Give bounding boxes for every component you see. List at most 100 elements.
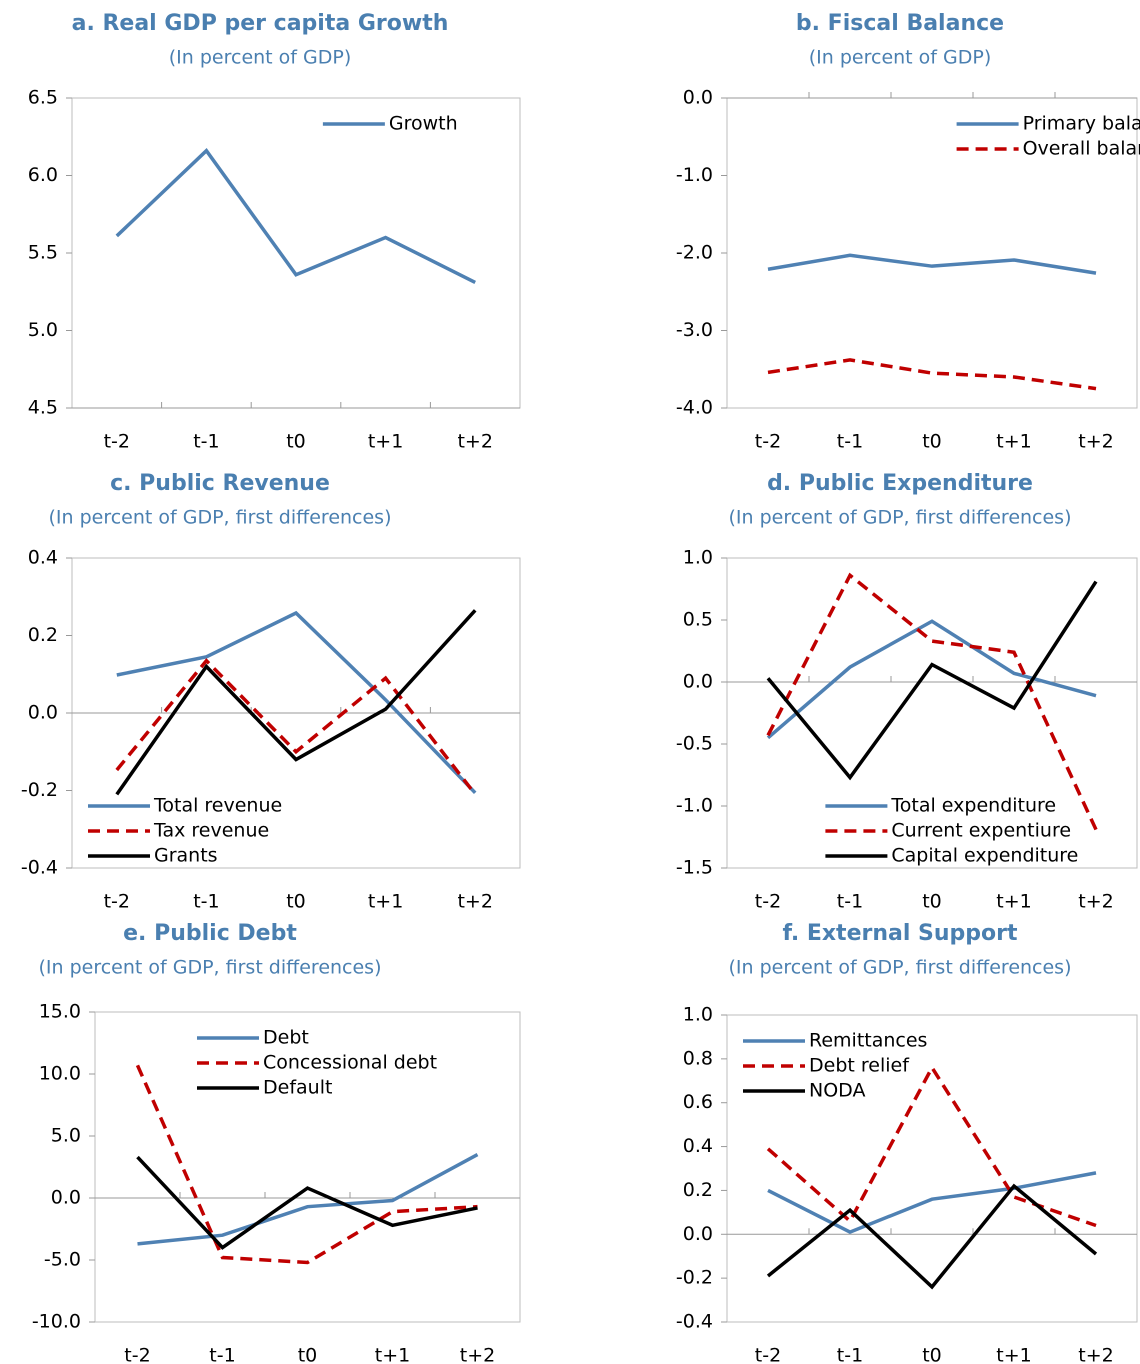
- y-tick-label: 1.0: [683, 547, 713, 569]
- chart-title: b. Fiscal Balance: [796, 11, 1004, 36]
- y-tick-label: 5.0: [28, 319, 58, 341]
- x-tick-label: t+1: [996, 431, 1031, 453]
- series-line: [136, 1155, 478, 1250]
- x-tick-label: t-2: [104, 891, 130, 913]
- y-tick-label: 0.2: [28, 624, 58, 646]
- y-tick-label: 0.0: [683, 671, 713, 693]
- series-line: [766, 580, 1098, 781]
- series-line: [767, 358, 1097, 391]
- x-tick-label: t+2: [460, 1345, 495, 1364]
- series-line: [137, 1153, 479, 1246]
- plot-frame: [726, 557, 1138, 869]
- y-tick-label: -2.0: [676, 242, 713, 264]
- x-tick-label: t-2: [755, 891, 781, 913]
- x-tick-label: t0: [922, 1345, 942, 1364]
- y-tick-label: 0.0: [683, 1223, 713, 1245]
- x-tick-label: t+2: [1078, 1345, 1113, 1364]
- x-tick-label: t-1: [193, 891, 219, 913]
- x-tick-label: t-2: [755, 1345, 781, 1364]
- legend-label: Total expenditure: [890, 795, 1056, 817]
- series-line: [766, 619, 1097, 740]
- legend-label: Default: [263, 1077, 332, 1099]
- x-tick-label: t+1: [368, 891, 403, 913]
- y-tick-label: -3.0: [676, 319, 713, 341]
- legend-label: Grants: [154, 845, 218, 867]
- y-tick-label: 0.8: [683, 1047, 713, 1069]
- y-tick-label: 15.0: [39, 1001, 81, 1023]
- series-line: [766, 1183, 1098, 1290]
- legend-label: NODA: [809, 1080, 865, 1102]
- y-tick-label: 1.0: [683, 1004, 713, 1026]
- y-tick-label: -0.4: [21, 857, 58, 879]
- chart-subtitle: (In percent of GDP, first differences): [728, 957, 1071, 979]
- x-tick-label: t+2: [457, 891, 492, 913]
- plot-frame: [71, 97, 521, 409]
- x-tick-label: t0: [922, 891, 942, 913]
- legend-label: Current expentiure: [891, 820, 1071, 842]
- chart-title: e. Public Debt: [123, 921, 297, 946]
- series-line: [116, 610, 477, 795]
- y-tick-label: 0.2: [683, 1179, 713, 1201]
- y-tick-label: 6.0: [28, 164, 58, 186]
- y-tick-label: -0.4: [676, 1311, 713, 1333]
- x-tick-label: t+2: [1078, 891, 1113, 913]
- y-tick-label: 5.0: [51, 1125, 81, 1147]
- legend-label: Overall balance: [1023, 138, 1140, 160]
- y-tick-label: -1.0: [676, 795, 713, 817]
- series-line: [115, 609, 477, 796]
- y-tick-label: 0.6: [683, 1091, 713, 1113]
- chart-subtitle: (In percent of GDP, first differences): [38, 957, 381, 979]
- y-tick-label: -4.0: [676, 397, 713, 419]
- series-line: [135, 1064, 478, 1265]
- x-tick-label: t+1: [996, 891, 1031, 913]
- x-tick-label: t+1: [368, 431, 403, 453]
- legend-label: Debt relief: [809, 1055, 910, 1077]
- x-tick-label: t+1: [996, 1345, 1031, 1364]
- chart-title: c. Public Revenue: [110, 471, 330, 496]
- y-tick-label: 0.4: [28, 547, 58, 569]
- x-tick-label: t-1: [837, 1345, 863, 1364]
- chart-subtitle: (In percent of GDP): [809, 47, 992, 69]
- series-line: [767, 1171, 1097, 1235]
- chart-subtitle: (In percent of GDP): [169, 47, 352, 69]
- y-tick-label: 0.0: [683, 87, 713, 109]
- x-tick-label: t-2: [124, 1345, 150, 1364]
- y-tick-label: 0.4: [683, 1135, 713, 1157]
- legend-label: Debt: [263, 1027, 309, 1049]
- y-tick-label: -0.5: [676, 733, 713, 755]
- legend-label: Total revenue: [153, 795, 282, 817]
- y-tick-label: -1.5: [676, 857, 713, 879]
- x-tick-label: t0: [298, 1345, 318, 1364]
- y-tick-label: 10.0: [39, 1063, 81, 1085]
- series-line: [767, 253, 1097, 275]
- plot-frame: [94, 1011, 521, 1323]
- chart-subtitle: (In percent of GDP, first differences): [728, 507, 1071, 529]
- legend-label: Remittances: [809, 1030, 927, 1052]
- x-tick-label: t+2: [1078, 431, 1113, 453]
- y-tick-label: -0.2: [21, 779, 58, 801]
- legend-label: Capital expenditure: [891, 845, 1078, 867]
- chart-title: d. Public Expenditure: [767, 471, 1033, 496]
- y-tick-label: 5.5: [28, 242, 58, 264]
- y-tick-label: -1.0: [676, 164, 713, 186]
- series-line: [115, 658, 477, 796]
- y-tick-label: 0.0: [28, 702, 58, 724]
- x-tick-label: t0: [922, 431, 942, 453]
- y-tick-label: 0.0: [51, 1187, 81, 1209]
- chart-title: f. External Support: [782, 921, 1018, 946]
- y-tick-label: 4.5: [28, 397, 58, 419]
- legend-label: Growth: [389, 113, 458, 135]
- y-tick-label: -0.2: [676, 1267, 713, 1289]
- legend-label: Tax revenue: [153, 820, 269, 842]
- series-line: [115, 148, 476, 285]
- x-tick-label: t+1: [375, 1345, 410, 1364]
- y-tick-label: 0.5: [683, 609, 713, 631]
- y-tick-label: 6.5: [28, 87, 58, 109]
- x-tick-label: t-1: [193, 431, 219, 453]
- y-tick-label: -10.0: [32, 1311, 81, 1333]
- y-tick-label: -5.0: [44, 1249, 81, 1271]
- x-tick-label: t-2: [104, 431, 130, 453]
- chart-subtitle: (In percent of GDP, first differences): [48, 507, 391, 529]
- x-tick-label: t0: [286, 431, 306, 453]
